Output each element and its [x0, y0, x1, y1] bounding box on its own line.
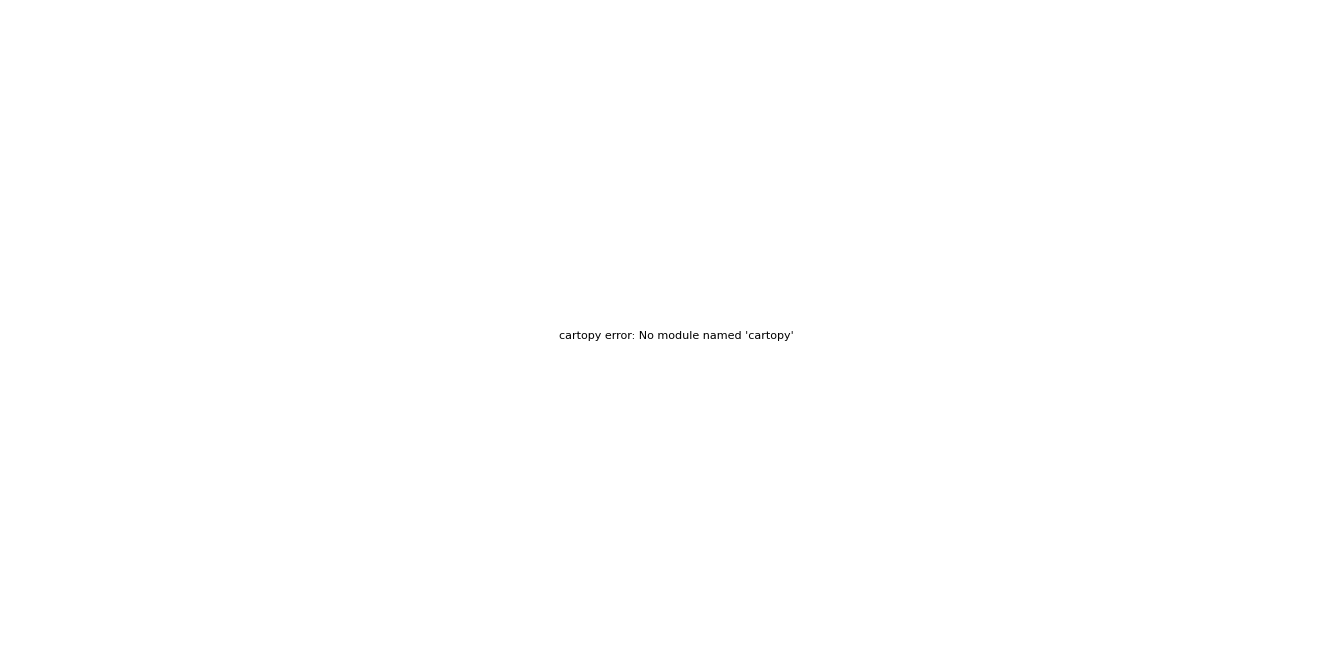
Text: cartopy error: No module named 'cartopy': cartopy error: No module named 'cartopy' — [560, 331, 793, 341]
